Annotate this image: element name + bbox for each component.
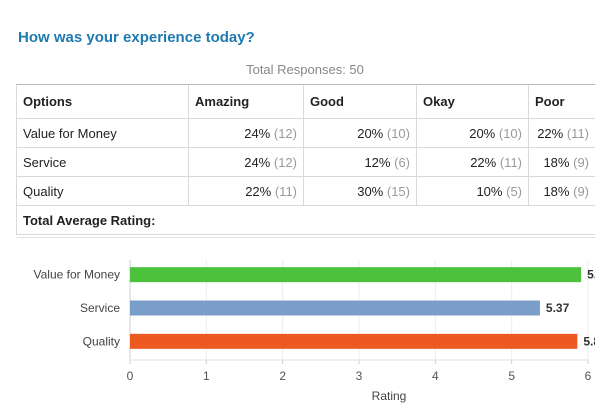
tick-label: 0 [127, 369, 134, 383]
cell-amazing: 24% (12) [188, 118, 304, 148]
table-header-row: Options Amazing Good Okay Poor [16, 84, 595, 119]
category-label: Service [80, 301, 120, 315]
table-row: Value for Money 24% (12) 20% (10) 20% (1… [16, 118, 595, 148]
cell-pct: 24% [244, 125, 271, 141]
tick-label: 6 [585, 369, 592, 383]
cell-good: 30% (15) [303, 176, 417, 206]
cell-count: (11) [499, 154, 522, 170]
cell-okay: 10% (5) [416, 176, 529, 206]
cell-good: 20% (10) [303, 118, 417, 148]
header-poor: Poor [528, 84, 595, 119]
cell-count: (10) [386, 125, 410, 141]
row-label: Service [16, 147, 189, 177]
cell-pct: 24% [244, 154, 271, 170]
cell-count: (11) [566, 125, 589, 141]
total-average-row: Total Average Rating: [16, 205, 595, 235]
cell-count: (10) [498, 125, 522, 141]
cell-poor: 22% (11) [528, 118, 595, 148]
table-row: Quality 22% (11) 30% (15) 10% (5) 18% (9… [16, 176, 595, 206]
cell-count: (5) [506, 183, 522, 199]
bar [130, 300, 540, 316]
cell-pct: 18% [543, 154, 570, 170]
rating-chart: Rating 0 1 2 3 4 5 6 Value for Money 5.91 Service… [16, 238, 610, 408]
cell-pct: 20% [357, 125, 384, 141]
chart-xlabel: Rating [372, 389, 407, 403]
cell-amazing: 22% (11) [188, 176, 304, 206]
category-label: Quality [83, 334, 120, 348]
row-label: Value for Money [16, 118, 189, 148]
results-table: Options Amazing Good Okay Poor Value for… [16, 84, 595, 235]
bar-value-label: 5.37 [546, 301, 570, 315]
cell-pct: 22% [537, 125, 564, 141]
cell-pct: 10% [476, 183, 503, 199]
cell-count: (12) [273, 154, 297, 170]
tick-label: 5 [508, 369, 515, 383]
header-options: Options [16, 84, 189, 119]
cell-count: (15) [386, 183, 410, 199]
bar [130, 267, 582, 283]
total-average-label: Total Average Rating: [16, 205, 595, 235]
total-responses: Total Responses: 50 [246, 62, 364, 77]
cell-count: (11) [274, 183, 297, 199]
header-good: Good [303, 84, 417, 119]
row-label: Quality [16, 176, 189, 206]
chart-divider [16, 237, 595, 238]
cell-poor: 18% (9) [528, 176, 595, 206]
cell-pct: 30% [357, 183, 384, 199]
bar-value-label: 5.91 [587, 268, 595, 282]
cell-amazing: 24% (12) [188, 147, 304, 177]
cell-count: (9) [573, 183, 589, 199]
bar-value-label: 5.86 [583, 334, 595, 348]
tick-label: 2 [279, 369, 286, 383]
category-label: Value for Money [34, 268, 121, 282]
tick-label: 3 [356, 369, 363, 383]
cell-pct: 22% [245, 183, 272, 199]
cell-poor: 18% (9) [528, 147, 595, 177]
tick-label: 1 [203, 369, 210, 383]
cell-pct: 12% [364, 154, 391, 170]
cell-count: (12) [273, 125, 297, 141]
bar [130, 333, 578, 349]
header-okay: Okay [416, 84, 529, 119]
cell-pct: 18% [543, 183, 570, 199]
cell-count: (9) [573, 154, 589, 170]
cell-pct: 22% [470, 154, 497, 170]
tick-label: 4 [432, 369, 439, 383]
cell-pct: 20% [469, 125, 496, 141]
rating-chart-svg: Rating 0 1 2 3 4 5 6 Value for Money 5.91 Service… [34, 260, 610, 403]
header-amazing: Amazing [188, 84, 304, 119]
table-row: Service 24% (12) 12% (6) 22% (11) 18% (9… [16, 147, 595, 177]
cell-count: (6) [394, 154, 410, 170]
cell-okay: 22% (11) [416, 147, 529, 177]
cell-good: 12% (6) [303, 147, 417, 177]
survey-question: How was your experience today? [18, 29, 255, 46]
cell-okay: 20% (10) [416, 118, 529, 148]
